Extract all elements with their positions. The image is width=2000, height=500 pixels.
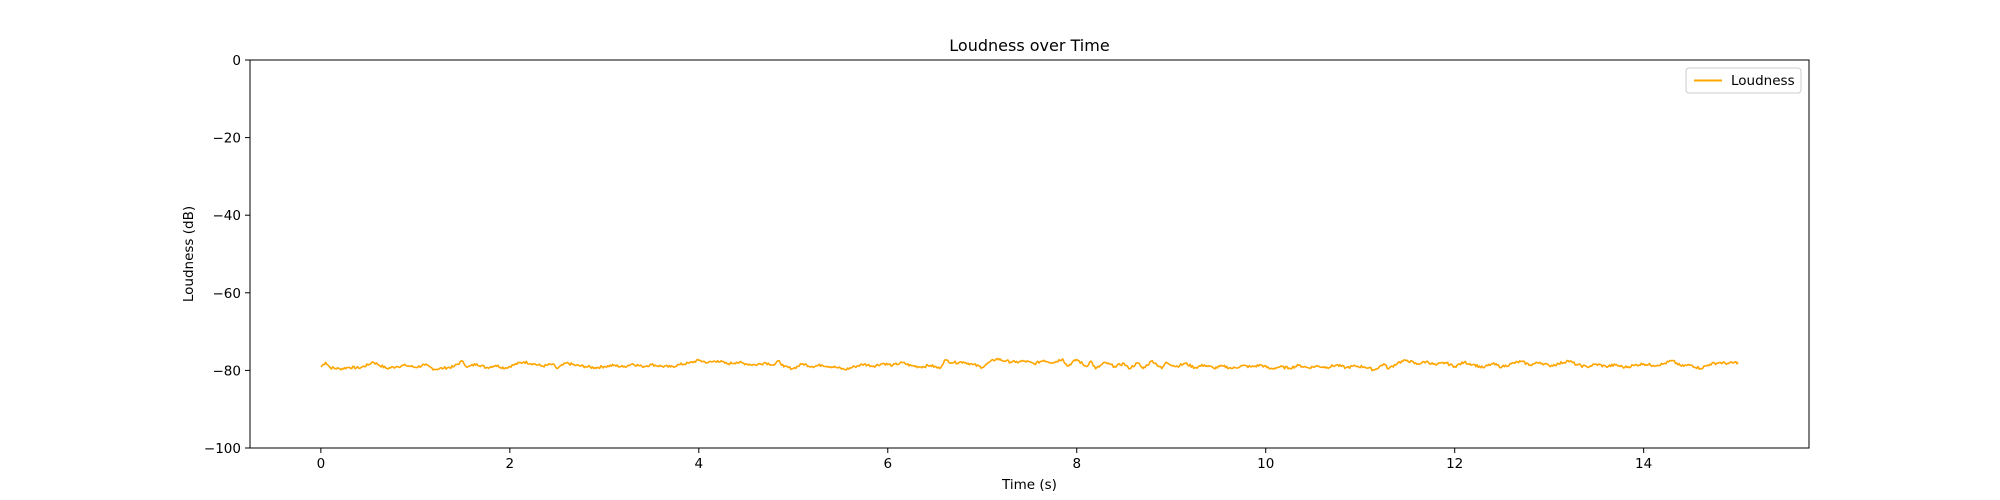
x-tick-label: 0 (317, 456, 326, 472)
y-tick-label: −100 (204, 441, 241, 457)
x-tick-label: 4 (695, 456, 704, 472)
y-tick-label: 0 (232, 53, 241, 69)
x-axis-label: Time (s) (1001, 477, 1057, 493)
y-tick-label: −80 (213, 363, 242, 379)
legend-label-loudness: Loudness (1731, 73, 1795, 89)
y-tick-label: −20 (213, 131, 242, 147)
y-tick-label: −60 (213, 286, 242, 302)
x-tick-label: 8 (1072, 456, 1081, 472)
x-tick-label: 14 (1635, 456, 1652, 472)
y-axis-label: Loudness (dB) (181, 206, 197, 302)
x-axis: 0 2 4 6 8 10 12 14 (317, 448, 1652, 472)
series-layer (320, 357, 1739, 372)
series-line-loudness (320, 357, 1739, 372)
plot-frame (249, 59, 1810, 449)
legend-box (1685, 67, 1802, 94)
y-tick-label: −40 (213, 208, 242, 224)
x-tick-label: 12 (1446, 456, 1463, 472)
x-tick-label: 6 (883, 456, 892, 472)
y-axis: 0 −20 −40 −60 −80 −100 (204, 53, 250, 457)
x-tick-label: 2 (506, 456, 515, 472)
x-tick-label: 10 (1257, 456, 1274, 472)
chart-title: Loudness over Time (949, 36, 1109, 55)
legend: Loudness (1685, 67, 1802, 94)
